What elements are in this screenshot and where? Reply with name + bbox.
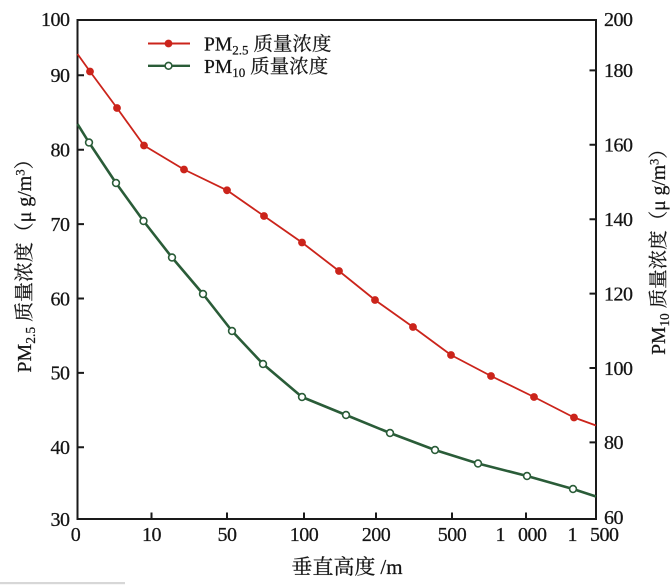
svg-text:10: 10 [232, 65, 245, 80]
svg-text:/m: /m [380, 555, 402, 579]
svg-text:PM: PM [649, 327, 670, 355]
svg-text:3: 3 [648, 159, 662, 165]
svg-text:2.5: 2.5 [232, 43, 248, 58]
svg-text:60: 60 [51, 288, 71, 310]
svg-text:140: 140 [604, 209, 633, 231]
svg-text:180: 180 [604, 60, 633, 82]
svg-text:90: 90 [51, 65, 71, 87]
svg-text:200: 200 [604, 9, 633, 31]
svg-text:1 500: 1 500 [567, 524, 619, 546]
svg-text:80: 80 [604, 432, 624, 454]
svg-text:μ: μ [649, 200, 670, 210]
svg-text:40: 40 [51, 437, 71, 459]
svg-text:70: 70 [51, 214, 71, 236]
svg-text:120: 120 [604, 283, 633, 305]
svg-text:50: 50 [51, 363, 71, 385]
svg-text:50: 50 [218, 524, 238, 546]
svg-text:3: 3 [13, 169, 27, 175]
svg-text:g/m: g/m [649, 165, 670, 195]
svg-text:80: 80 [51, 140, 71, 162]
svg-text:100: 100 [290, 524, 319, 546]
svg-text:2.5: 2.5 [23, 327, 38, 344]
svg-text:PM: PM [14, 344, 36, 373]
svg-text:200: 200 [362, 524, 391, 546]
svg-text:μ: μ [14, 212, 36, 223]
svg-text:100: 100 [41, 9, 70, 31]
svg-text:PM: PM [204, 57, 232, 78]
svg-text:1 000: 1 000 [495, 524, 547, 546]
svg-text:10: 10 [142, 524, 162, 546]
svg-text:PM: PM [204, 35, 232, 56]
svg-text:0: 0 [71, 524, 81, 546]
svg-text:g/m: g/m [14, 175, 36, 206]
svg-text:10: 10 [657, 313, 672, 327]
svg-text:30: 30 [51, 509, 71, 531]
svg-text:160: 160 [604, 135, 633, 157]
svg-text:500: 500 [438, 524, 467, 546]
svg-text:60: 60 [604, 507, 624, 529]
svg-text:100: 100 [604, 358, 633, 380]
